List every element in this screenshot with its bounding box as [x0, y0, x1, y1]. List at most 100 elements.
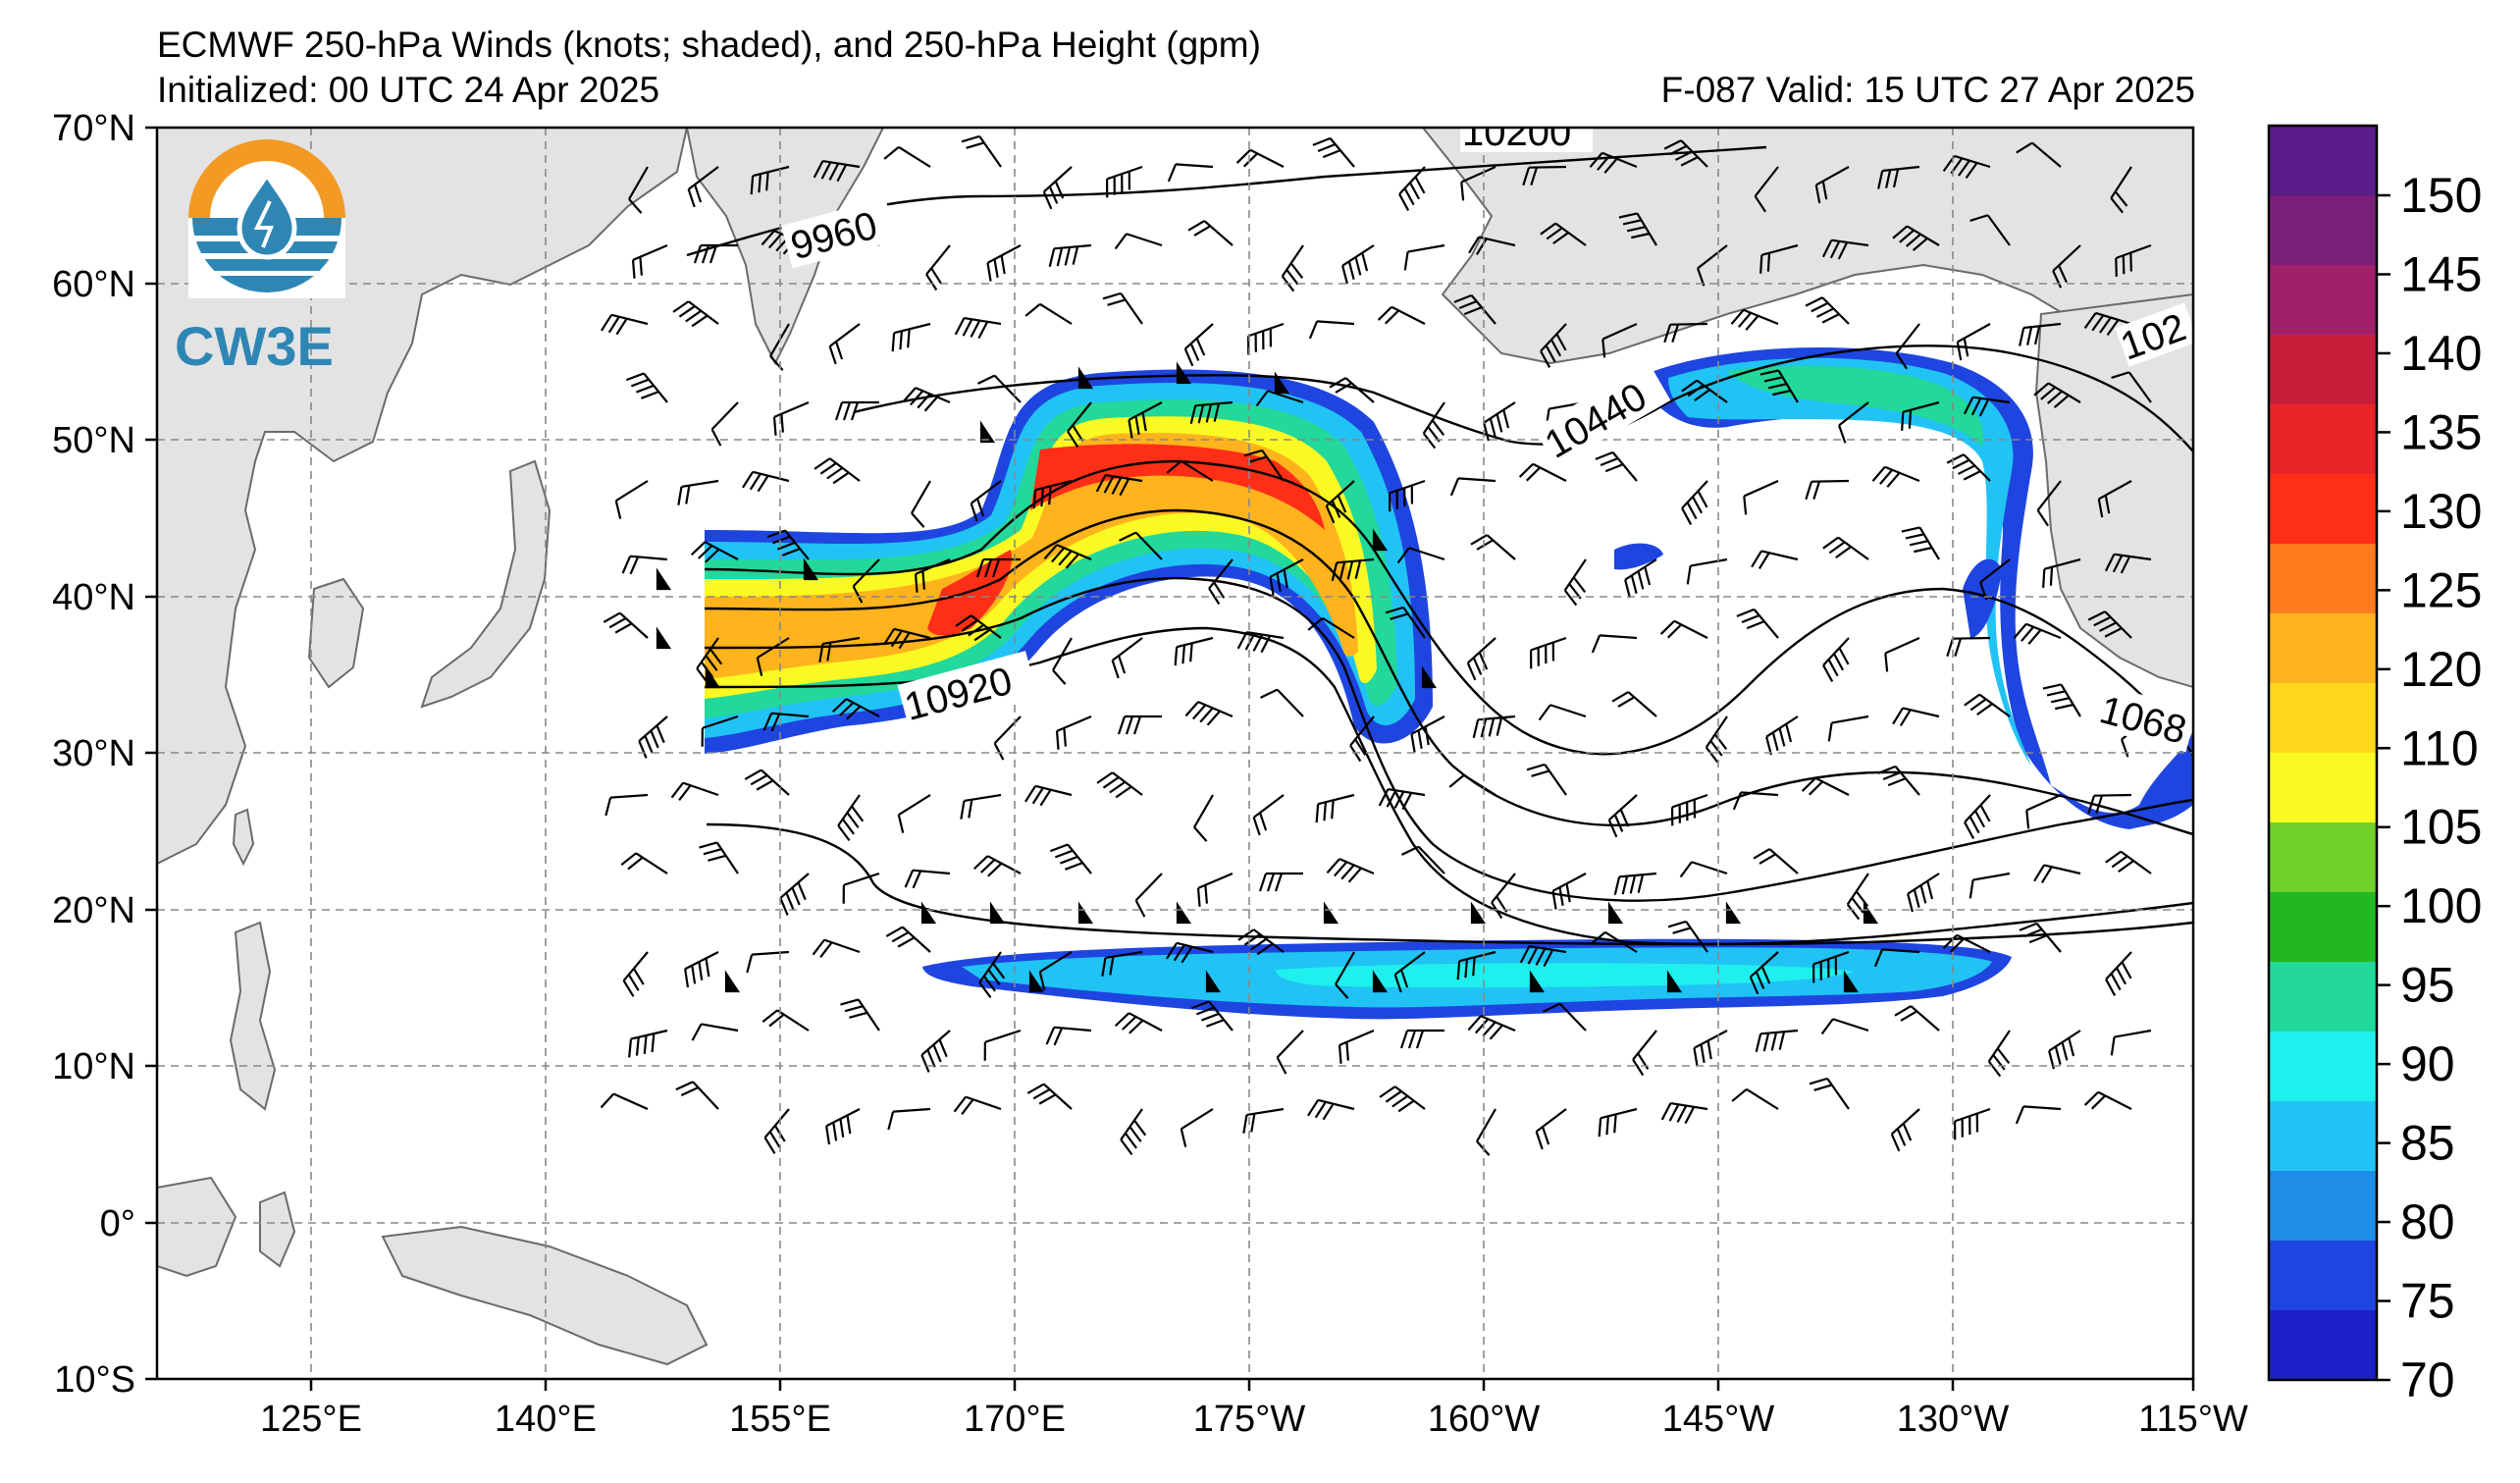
colorbar-ticks: 150 145 140 135 130 125 120 110 105 100 95 90 85 80 75… [2377, 168, 2482, 1407]
wind-barb [891, 322, 931, 352]
wind-pennant [989, 901, 1006, 925]
lat-label: 10°S [54, 1359, 135, 1401]
wind-barb [1422, 401, 1445, 450]
wind-pennant [705, 665, 721, 689]
wind-barb [600, 1092, 649, 1111]
lat-label: 50°N [52, 420, 135, 461]
wind-barb [1892, 707, 1940, 727]
colorbar-swatch [2269, 613, 2377, 684]
wind-barb [1410, 715, 1445, 753]
wind-barb [1134, 873, 1163, 918]
wind-barb [1540, 222, 1587, 246]
wind-barb [621, 555, 668, 575]
wind-barb [1705, 715, 1728, 764]
jet-stream-main [705, 369, 1433, 754]
wind-barb [887, 1107, 931, 1131]
wind-barb [1378, 787, 1426, 811]
wind-barb [1096, 771, 1143, 799]
wind-barb [690, 541, 739, 563]
wind-barb [1331, 557, 1375, 582]
colorbar-tick-label: 150 [2400, 168, 2482, 223]
wind-barb [2104, 553, 2152, 574]
lon-label: 170°E [964, 1399, 1066, 1440]
wind-barb [620, 852, 668, 874]
wind-barb [1329, 377, 1375, 403]
wind-pennant [656, 567, 672, 591]
wind-pennant [1274, 371, 1290, 395]
wind-barb [954, 316, 1002, 340]
wind-barb [834, 400, 879, 421]
wind-barb [1884, 636, 1920, 672]
land-borneo [157, 1176, 237, 1278]
wind-barb [1529, 636, 1567, 669]
wind-barb [1660, 1101, 1708, 1125]
wind-barb [1686, 557, 1728, 585]
lat-label: 30°N [52, 733, 135, 774]
wind-barb [672, 300, 719, 328]
wind-barb [1049, 843, 1092, 874]
wind-barb [1038, 951, 1073, 990]
wind-barb [2115, 243, 2152, 277]
colorbar-swatch [2269, 335, 2377, 405]
wind-barb [1483, 401, 1516, 442]
wind-barb [1543, 1002, 1587, 1032]
wind-barb [1693, 1030, 1728, 1067]
wind-barb [1067, 401, 1092, 449]
colorbar-tick-label: 105 [2400, 800, 2482, 855]
colorbar-swatch [2269, 544, 2377, 614]
lat-label: 70°N [52, 108, 135, 149]
wind-barb [1946, 636, 1991, 658]
wind-barb [1242, 1107, 1285, 1134]
wind-barb [1595, 450, 1638, 482]
wind-barb [818, 636, 861, 662]
wind-barb [831, 698, 880, 720]
wind-barb [1601, 322, 1638, 358]
wind-barb [1805, 296, 1850, 325]
wind-barb [1956, 323, 1991, 361]
wind-barb [920, 1030, 951, 1073]
wind-barb [837, 794, 865, 842]
wind-barb [1055, 715, 1092, 750]
wind-barb [1449, 477, 1496, 497]
wind-barb [1183, 323, 1214, 367]
wind-barb [1307, 616, 1355, 639]
wind-barb [1187, 220, 1234, 246]
logo-text: CW3E [175, 315, 334, 377]
wind-pennant [656, 626, 672, 650]
lon-label: 140°E [495, 1399, 597, 1440]
wind-barb [1890, 1108, 1920, 1152]
wind-barb [2111, 371, 2152, 403]
wind-barb [1827, 715, 1869, 742]
wind-barb [2052, 244, 2081, 289]
colorbar-tick-label: 130 [2400, 484, 2482, 539]
colorbar-swatch [2269, 265, 2377, 336]
wind-barb [978, 951, 1006, 999]
wind-barb [1659, 619, 1708, 639]
chart-title: ECMWF 250-hPa Winds (knots; shaded), and… [157, 25, 1261, 65]
wind-barb [761, 1009, 810, 1032]
wind-barb [1312, 136, 1355, 168]
wind-barb [2025, 793, 2062, 829]
wind-pennant [920, 901, 937, 925]
wind-barb [1281, 244, 1304, 292]
land-taiwan [232, 808, 255, 867]
wind-barb [2036, 480, 2062, 527]
wind-barb [883, 627, 931, 650]
wind-barb [1873, 948, 1920, 968]
wind-barb [911, 480, 931, 528]
wind-barb [1754, 166, 1779, 213]
wind-barb [1180, 1108, 1214, 1147]
wind-barb [1877, 165, 1920, 189]
wind-barb [699, 841, 739, 874]
wind-barb [2110, 1029, 2152, 1056]
wind-barb [1901, 526, 1940, 560]
wind-pennant [1372, 528, 1389, 552]
wind-barb [970, 480, 1002, 522]
wind-barb [840, 998, 880, 1032]
wind-pennant [1028, 970, 1045, 993]
wind-barb [883, 145, 931, 168]
wind-barb [1895, 323, 1920, 370]
wind-barb [1526, 763, 1567, 796]
wind-barb [993, 715, 1022, 761]
wind-barb [1877, 765, 1920, 796]
